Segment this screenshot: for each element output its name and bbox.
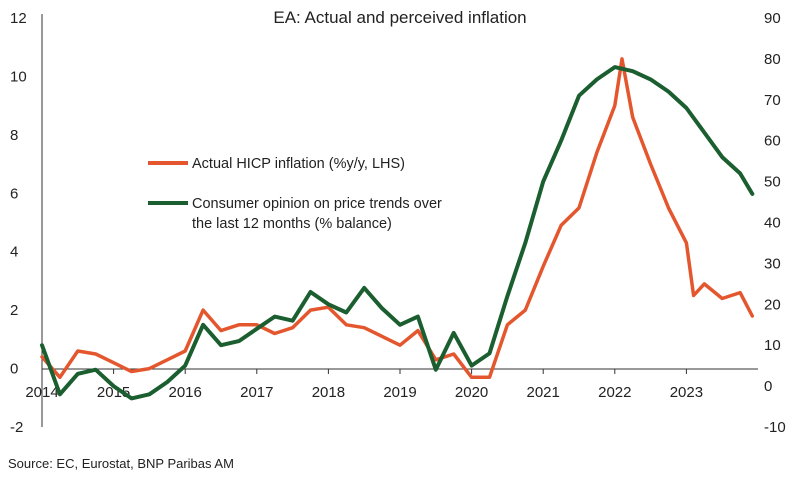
left-axis-ticks: -2 0 2 4 6 8 10 12: [10, 10, 27, 436]
left-tick-label: 10: [10, 68, 27, 85]
right-tick-label: -10: [764, 419, 786, 436]
right-tick-label: 20: [764, 296, 781, 313]
right-tick-label: 80: [764, 51, 781, 68]
right-tick-label: 40: [764, 215, 781, 232]
right-axis-ticks: -10 0 10 20 30 40 50 60 70 80 90: [764, 10, 786, 436]
x-tick-label: 2022: [598, 384, 631, 401]
left-tick-label: -2: [10, 419, 23, 436]
x-tick-label: 2020: [455, 384, 488, 401]
right-tick-label: 0: [764, 378, 772, 395]
x-tick-label: 2015: [97, 384, 130, 401]
right-tick-label: 10: [764, 337, 781, 354]
legend: Actual HICP inflation (%y/y, LHS) Consum…: [148, 156, 446, 232]
series-line-consumer-opinion: [40, 65, 755, 401]
right-tick-label: 30: [764, 255, 781, 272]
x-axis-tickmarks: [41, 369, 687, 374]
left-tick-label: 12: [10, 10, 27, 27]
x-tick-label: 2016: [169, 384, 202, 401]
right-tick-label: 90: [764, 10, 781, 27]
x-tick-label: 2019: [383, 384, 416, 401]
left-tick-label: 0: [10, 361, 18, 378]
right-tick-label: 70: [764, 92, 781, 109]
x-tick-label: 2023: [670, 384, 703, 401]
x-tick-label: 2017: [240, 384, 273, 401]
legend-label-consumer-opinion: Consumer opinion on price trends over th…: [192, 196, 446, 232]
legend-label-hicp: Actual HICP inflation (%y/y, LHS): [192, 156, 405, 172]
x-axis-ticks: 2014 2015 2016 2017 2018 2019 2020 2021 2022 2023: [25, 384, 703, 401]
chart-title: EA: Actual and perceived inflation: [273, 8, 526, 27]
x-tick-label: 2018: [312, 384, 345, 401]
left-tick-label: 8: [10, 127, 18, 144]
source-note: Source: EC, Eurostat, BNP Paribas AM: [8, 456, 234, 471]
series-line-hicp: [40, 57, 755, 380]
left-tick-label: 4: [10, 244, 18, 261]
left-tick-label: 6: [10, 185, 18, 202]
x-tick-label: 2021: [527, 384, 560, 401]
right-tick-label: 60: [764, 133, 781, 150]
right-tick-label: 50: [764, 174, 781, 191]
left-tick-label: 2: [10, 302, 18, 319]
